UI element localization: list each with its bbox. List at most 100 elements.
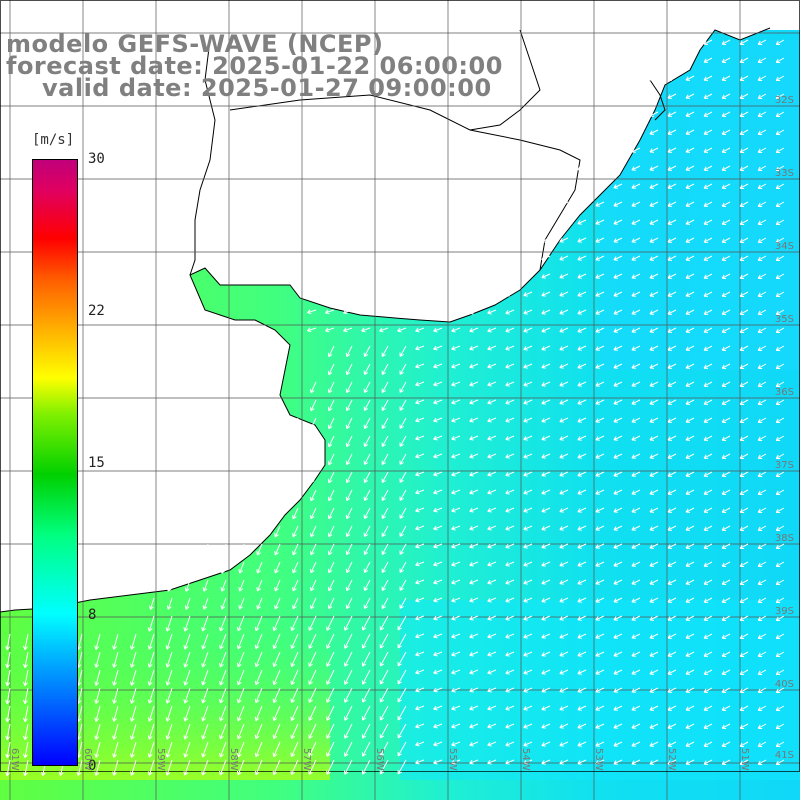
wind-arrow — [649, 219, 659, 225]
wind-arrow — [433, 705, 443, 711]
wind-arrow — [559, 453, 569, 459]
wind-arrow — [415, 543, 425, 549]
wind-arrow — [469, 489, 479, 495]
wind-arrow — [469, 525, 479, 531]
wind-arrow — [310, 417, 317, 430]
wind-arrow — [363, 363, 371, 376]
coastline — [0, 27, 771, 613]
wind-arrow — [721, 327, 731, 333]
wind-arrow — [649, 381, 659, 387]
wind-arrow — [363, 453, 371, 466]
wind-arrow — [487, 633, 497, 639]
wind-arrow — [327, 345, 335, 358]
wind-arrow — [667, 381, 677, 387]
wind-arrow — [415, 759, 425, 765]
wind-arrow — [631, 147, 641, 153]
wind-arrow — [183, 615, 191, 632]
wind-arrow — [451, 615, 461, 621]
wind-arrow — [469, 633, 479, 639]
wind-arrow — [165, 741, 173, 758]
lat-label: 37S — [774, 460, 794, 471]
wind-arrow — [343, 687, 353, 703]
wind-arrow — [451, 633, 461, 639]
wind-arrow — [577, 615, 587, 621]
wind-arrow — [595, 543, 605, 549]
wind-arrow — [595, 291, 605, 297]
wind-arrow — [775, 759, 785, 766]
wind-arrow — [165, 633, 173, 650]
wind-arrow — [577, 543, 587, 549]
wind-arrow — [363, 597, 371, 610]
wind-arrow — [631, 237, 641, 243]
wind-arrow — [184, 579, 191, 592]
wind-arrow — [595, 183, 605, 189]
wind-arrow — [559, 597, 569, 603]
wind-arrow — [613, 111, 623, 117]
wind-arrow — [685, 705, 695, 711]
wind-arrow — [685, 741, 695, 747]
wind-arrow — [559, 633, 569, 639]
wind-arrow — [613, 579, 623, 585]
wind-arrow — [523, 363, 533, 369]
wind-arrow — [5, 687, 11, 705]
wind-arrow — [685, 75, 695, 81]
wind-arrow — [256, 543, 263, 556]
wind-arrow — [523, 741, 533, 747]
wind-arrow — [254, 615, 263, 632]
wind-arrow — [238, 543, 245, 556]
wind-arrow — [451, 309, 461, 315]
wind-arrow — [577, 237, 587, 243]
wind-arrow — [381, 507, 389, 519]
wind-arrow — [327, 399, 335, 412]
wind-arrow — [703, 471, 713, 477]
wind-arrow — [631, 561, 641, 567]
wind-arrow — [685, 525, 695, 531]
wind-arrow — [685, 597, 695, 603]
wind-arrow — [595, 327, 605, 333]
wind-arrow — [219, 651, 227, 668]
wind-arrow — [775, 741, 785, 748]
wind-arrow — [649, 327, 659, 333]
wind-arrow — [363, 435, 371, 448]
wind-arrow — [183, 723, 191, 740]
wind-arrow — [415, 597, 425, 603]
color-scale-bar — [32, 159, 78, 766]
wind-arrow — [667, 741, 677, 747]
wind-arrow — [613, 219, 623, 225]
wind-arrow — [577, 687, 587, 693]
wind-arrow — [272, 615, 281, 632]
wind-arrow — [505, 345, 515, 351]
wind-arrow — [363, 579, 371, 592]
wind-arrow — [487, 471, 497, 477]
wind-arrow — [308, 669, 317, 685]
wind-arrow — [201, 705, 209, 722]
wind-arrow — [415, 507, 425, 513]
wind-arrow — [469, 453, 479, 459]
wind-arrow — [541, 255, 551, 261]
wind-arrow — [721, 687, 731, 693]
wind-arrow — [757, 147, 767, 154]
wind-arrow — [685, 129, 695, 135]
wind-arrow — [595, 381, 605, 387]
wind-arrow — [272, 741, 281, 758]
wind-arrow — [685, 381, 695, 387]
wind-arrow — [505, 705, 515, 711]
wind-arrow — [775, 471, 785, 478]
wind-arrow — [345, 345, 353, 358]
wind-arrow — [541, 579, 551, 585]
wind-arrow — [667, 435, 677, 441]
wind-arrow — [649, 615, 659, 621]
wind-arrow — [721, 651, 731, 657]
wind-arrow — [272, 633, 281, 650]
wind-arrow — [523, 687, 533, 693]
wind-arrow — [649, 525, 659, 531]
lat-label: 39S — [774, 606, 794, 617]
wind-arrow — [433, 435, 443, 441]
wind-arrow — [649, 669, 659, 675]
wind-arrow — [415, 633, 425, 639]
wind-arrow — [112, 705, 119, 722]
wind-arrow — [327, 417, 335, 430]
wind-arrow — [721, 165, 731, 171]
wind-arrow — [451, 435, 461, 441]
wind-arrow — [165, 651, 173, 668]
